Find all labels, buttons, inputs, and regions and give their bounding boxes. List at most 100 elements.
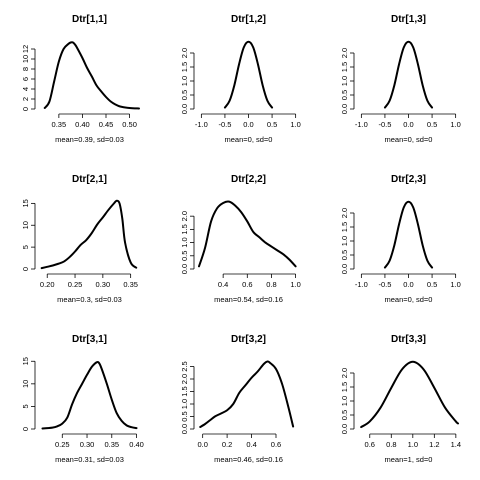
panel-title: Dtr[3,3] [391,334,426,345]
y-tick-label: 1.5 [180,62,189,72]
x-tick-label: 1.0 [450,280,460,289]
y-tick-label: 2.0 [180,48,189,58]
density-panel: Dtr[3,1] 0.25 0.30 0.35 0.40 0 5 10 15 mean=0.31,… [21,334,144,464]
panel-title: Dtr[2,1] [72,174,107,185]
panel-title: Dtr[3,1] [72,334,107,345]
x-tick-label: 1.0 [290,120,300,129]
density-panel: Dtr[1,1] 0.35 0.40 0.45 0.50 0 2 4 6 8 10 12 mean=0.… [21,14,140,144]
panel-title: Dtr[1,1] [72,14,107,25]
x-tick-label: 0.40 [75,120,90,129]
x-axis-label: mean=0.39, sd=0.03 [55,135,124,144]
y-tick-label: 5 [21,245,30,249]
y-tick-label: 1.5 [340,62,349,72]
x-axis-label: mean=0, sd=0 [385,135,433,144]
y-tick-label: 12 [21,45,30,53]
x-tick-label: 0.4 [218,280,228,289]
x-tick-label: 0.35 [52,120,67,129]
density-panel: Dtr[1,2] -1.0 -0.5 0.0 0.5 1.0 0.0 0.5 1.0 1.5 2.0… [180,14,301,144]
x-tick-label: 0.25 [68,280,83,289]
density-panel: Dtr[2,1] 0.20 0.25 0.30 0.35 0 5 10 15 mean=0.3, … [21,174,138,304]
y-tick-label: 0.0 [180,424,189,434]
y-tick-label: 1.0 [340,236,349,246]
x-tick-label: 0.4 [246,440,256,449]
y-tick-label: 2.0 [340,208,349,218]
x-tick-label: 0.8 [266,280,276,289]
x-tick-label: 0.0 [243,120,253,129]
y-tick-label: 6 [21,77,30,81]
x-tick-label: 0.5 [267,120,277,129]
x-tick-label: 0.45 [99,120,114,129]
y-tick-label: 0.0 [340,424,349,434]
y-tick-label: 0.0 [180,264,189,274]
panel-title: Dtr[1,2] [231,14,266,25]
x-tick-label: 0.35 [123,280,138,289]
y-tick-label: 0 [21,107,30,111]
density-panel: Dtr[3,3] 0.6 0.8 1.0 1.2 1.4 0.0 0.5 1.0 1.5 2.0 me… [340,334,461,464]
density-curve [223,40,274,109]
y-tick-label: 1.5 [180,224,189,234]
y-tick-label: 1.0 [180,399,189,409]
y-tick-label: 0.5 [340,410,349,420]
density-curve [199,360,295,428]
y-tick-label: 2.0 [180,374,189,384]
x-tick-label: -0.5 [378,280,391,289]
x-tick-label: 1.0 [290,280,300,289]
x-tick-label: 0.35 [104,440,119,449]
x-tick-label: 0.40 [129,440,144,449]
x-tick-label: 0.6 [242,280,252,289]
y-tick-label: 1.5 [340,222,349,232]
density-panel: Dtr[2,3] -1.0 -0.5 0.0 0.5 1.0 0.0 0.5 1.0 1.5 2.0… [340,174,461,304]
x-tick-label: 0.0 [403,280,413,289]
panel-title: Dtr[2,3] [391,174,426,185]
y-tick-label: 0.0 [340,264,349,274]
y-tick-label: 0 [21,267,30,271]
y-tick-label: 10 [21,55,30,63]
x-axis-label: mean=0.54, sd=0.16 [214,295,283,304]
y-tick-label: 8 [21,67,30,71]
y-tick-label: 10 [21,380,30,388]
panel-title: Dtr[1,3] [391,14,426,25]
density-curve [41,360,138,430]
density-curve [383,200,434,269]
density-curve [360,360,459,429]
x-tick-label: 0.6 [365,440,375,449]
x-tick-label: -1.0 [355,120,368,129]
y-tick-label: 0.0 [180,104,189,114]
density-curve [43,41,140,110]
density-panel: Dtr[2,2] 0.4 0.6 0.8 1.0 0.0 0.5 1.0 1.5 2.0 mean=… [180,174,301,304]
x-tick-label: -0.5 [378,120,391,129]
x-axis-label: mean=0.46, sd=0.16 [214,455,283,464]
y-tick-label: 0.5 [340,90,349,100]
y-tick-label: 15 [21,199,30,207]
y-tick-label: 1.5 [180,386,189,396]
y-tick-label: 0.5 [180,90,189,100]
density-curve [383,40,434,109]
x-tick-label: 1.4 [451,440,461,449]
x-tick-label: 0.5 [427,120,437,129]
y-tick-label: 0 [21,427,30,431]
y-tick-label: 15 [21,357,30,365]
x-tick-label: 0.6 [271,440,281,449]
y-tick-label: 4 [21,87,30,91]
y-tick-label: 1.0 [340,396,349,406]
y-tick-label: 0.5 [180,251,189,261]
x-tick-label: -0.5 [218,120,231,129]
x-tick-label: 0.0 [197,440,207,449]
y-tick-label: 2.0 [180,211,189,221]
x-tick-label: -1.0 [355,280,368,289]
x-tick-label: 1.0 [450,120,460,129]
x-tick-label: -1.0 [195,120,208,129]
x-axis-label: mean=0.31, sd=0.03 [55,455,124,464]
density-curve [198,200,297,268]
density-panel: Dtr[3,2] 0.0 0.2 0.4 0.6 0.0 0.5 1.0 1.5 2.0 2.5 me… [180,334,295,464]
x-axis-label: mean=0, sd=0 [385,295,433,304]
x-tick-label: 1.0 [408,440,418,449]
panel-title: Dtr[3,2] [231,334,266,345]
x-tick-label: 0.30 [96,280,111,289]
y-tick-label: 0.0 [340,104,349,114]
y-tick-label: 5 [21,404,30,408]
y-tick-label: 0.5 [180,411,189,421]
y-tick-label: 1.0 [180,76,189,86]
y-tick-label: 10 [21,221,30,229]
